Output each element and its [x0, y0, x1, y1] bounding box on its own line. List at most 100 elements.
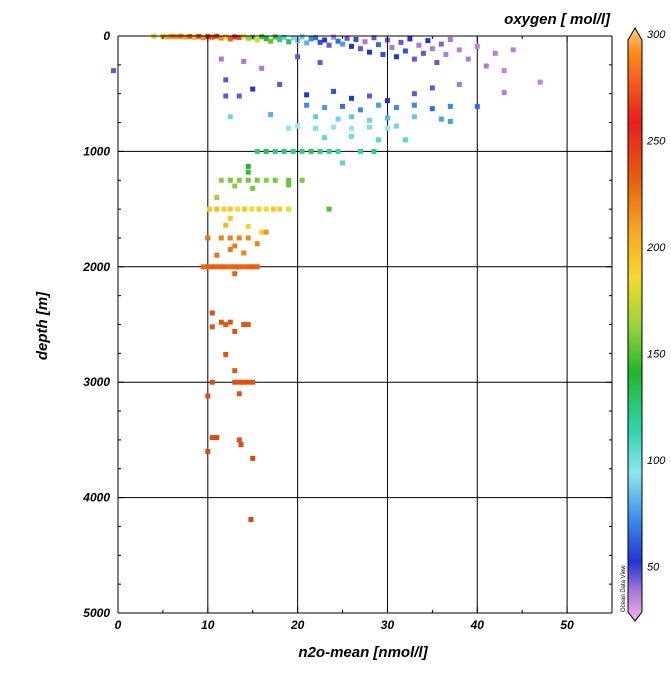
data-point — [277, 82, 282, 87]
y-tick-labels: 010002000300040005000 — [82, 29, 110, 620]
data-point — [318, 149, 323, 154]
data-point — [228, 264, 233, 269]
data-point — [205, 449, 210, 454]
data-point — [349, 96, 354, 101]
data-point — [228, 320, 233, 325]
data-point — [214, 435, 219, 440]
data-point — [327, 149, 332, 154]
data-point — [448, 104, 453, 109]
colorbar-fill — [628, 28, 642, 621]
data-point — [268, 112, 273, 117]
data-point — [385, 98, 390, 103]
data-point — [205, 264, 210, 269]
data-point — [295, 54, 300, 59]
chart-title: oxygen [ mol/l] — [504, 11, 611, 28]
data-point — [223, 352, 228, 357]
data-point — [241, 59, 246, 64]
data-point — [249, 207, 254, 212]
data-point — [205, 235, 210, 240]
data-point — [219, 264, 224, 269]
data-point — [242, 207, 247, 212]
data-point — [268, 39, 273, 44]
data-point — [380, 52, 385, 57]
data-point — [214, 207, 219, 212]
data-point — [259, 230, 264, 235]
data-point — [475, 104, 480, 109]
data-point — [235, 207, 240, 212]
data-point — [349, 134, 354, 139]
data-point — [250, 380, 255, 385]
data-point — [228, 114, 233, 119]
data-point — [439, 117, 444, 122]
data-point — [457, 47, 462, 52]
data-point — [398, 40, 403, 45]
data-point — [210, 264, 215, 269]
data-point — [246, 264, 251, 269]
data-point — [345, 36, 350, 41]
data-point — [466, 57, 471, 62]
data-point — [232, 380, 237, 385]
data-point — [246, 322, 251, 327]
data-point — [403, 49, 408, 54]
data-point — [385, 126, 390, 131]
data-point — [237, 437, 242, 442]
data-point — [264, 207, 269, 212]
data-point — [210, 380, 215, 385]
data-point — [241, 264, 246, 269]
data-point — [309, 149, 314, 154]
data-point — [376, 137, 381, 142]
data-point — [232, 244, 237, 249]
data-point — [228, 247, 233, 252]
data-point — [210, 435, 215, 440]
data-point — [237, 235, 242, 240]
y-tick-label: 3000 — [83, 375, 110, 389]
data-point — [255, 149, 260, 154]
data-point — [246, 380, 251, 385]
data-point — [223, 223, 228, 228]
data-point — [241, 322, 246, 327]
data-point — [250, 186, 255, 191]
data-point — [286, 126, 291, 131]
y-tick-label: 1000 — [83, 144, 110, 158]
data-point — [502, 68, 507, 73]
data-point — [439, 42, 444, 47]
colorbar-tick-label: 100 — [647, 455, 666, 467]
data-point — [430, 106, 435, 111]
colorbar-tick-label: 300 — [647, 29, 666, 41]
data-point — [277, 207, 282, 212]
data-point — [255, 178, 260, 183]
colorbar-tick-labels: 300 250 200 150 100 50 — [646, 29, 666, 574]
data-point — [331, 125, 336, 130]
data-point — [475, 44, 480, 49]
data-point — [327, 43, 332, 48]
x-axis-title: n2o-mean [nmol/l] — [298, 644, 428, 661]
colorbar-tick-label: 250 — [646, 136, 666, 148]
plot-area — [118, 36, 612, 613]
colorbar-tick-label: 150 — [647, 349, 666, 361]
data-point — [300, 34, 305, 39]
data-point — [259, 34, 264, 39]
data-point — [349, 44, 354, 49]
data-point — [210, 324, 215, 329]
data-point — [358, 46, 363, 51]
data-point — [322, 135, 327, 140]
data-point — [363, 39, 368, 44]
data-point — [264, 230, 269, 235]
data-point — [257, 207, 262, 212]
data-point — [264, 178, 269, 183]
data-point — [340, 42, 345, 47]
data-point — [313, 114, 318, 119]
data-point — [434, 60, 439, 65]
y-tick-label: 2000 — [82, 260, 110, 274]
data-point — [277, 37, 282, 42]
data-point — [416, 43, 421, 48]
data-point — [407, 36, 412, 41]
data-point — [291, 149, 296, 154]
data-point — [246, 235, 251, 240]
data-point — [412, 57, 417, 62]
data-point — [448, 119, 453, 124]
data-point — [228, 216, 233, 221]
data-point — [336, 117, 341, 122]
data-point — [239, 442, 244, 447]
data-point — [331, 89, 336, 94]
